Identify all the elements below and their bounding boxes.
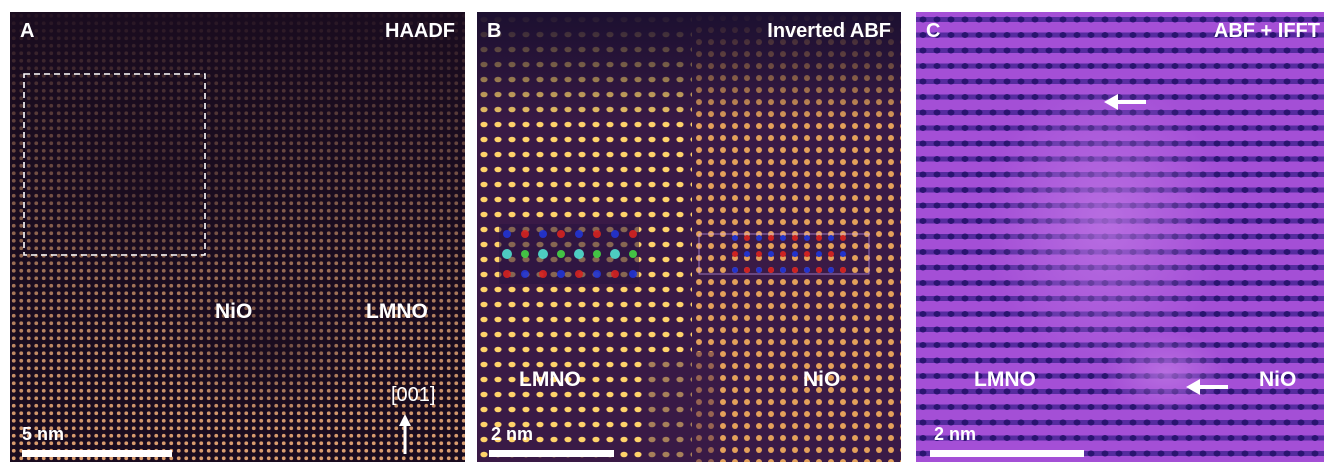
panel-letter: A (20, 20, 35, 42)
arrow-icon (1104, 94, 1146, 110)
imaging-mode-label: Inverted ABF (767, 20, 891, 42)
scale-bar-label: 5 nm (22, 424, 65, 444)
scale-bar-label: 2 nm (934, 424, 977, 444)
panel-letter: C (926, 20, 941, 42)
material-label-lmno: LMNO (974, 368, 1036, 391)
scale-bar (930, 450, 1084, 457)
panel-c-abf-ifft: C ABF + IFFT LMNO NiO 2 nm (916, 12, 1324, 462)
material-label-lmno: LMNO (519, 368, 581, 391)
lmno-structure-model (499, 224, 639, 284)
material-label-nio: NiO (803, 368, 841, 391)
panel-letter: B (487, 20, 502, 42)
material-label-nio: NiO (215, 300, 253, 323)
abf-lattice-image (477, 12, 901, 462)
panel-a-haadf: A HAADF NiO LMNO [001] 5 nm (10, 12, 465, 462)
material-label-lmno: LMNO (366, 300, 428, 323)
scale-bar (22, 450, 172, 457)
arrow-icon (1186, 379, 1228, 395)
material-label-nio: NiO (1259, 368, 1297, 391)
imaging-mode-label: ABF + IFFT (1213, 20, 1320, 42)
zone-axis-label: [001] (391, 384, 436, 406)
panel-b-inverted-abf: B Inverted ABF LMNO NiO 2 nm (477, 12, 901, 462)
region-of-interest-box (23, 73, 206, 256)
ifft-lattice-image (916, 12, 1324, 462)
scale-bar-label: 2 nm (491, 424, 534, 444)
imaging-mode-label: HAADF (385, 20, 455, 42)
scale-bar (489, 450, 614, 457)
nio-structure-model (698, 233, 870, 275)
direction-arrow-icon (399, 414, 411, 426)
haadf-lattice-image (10, 12, 465, 462)
